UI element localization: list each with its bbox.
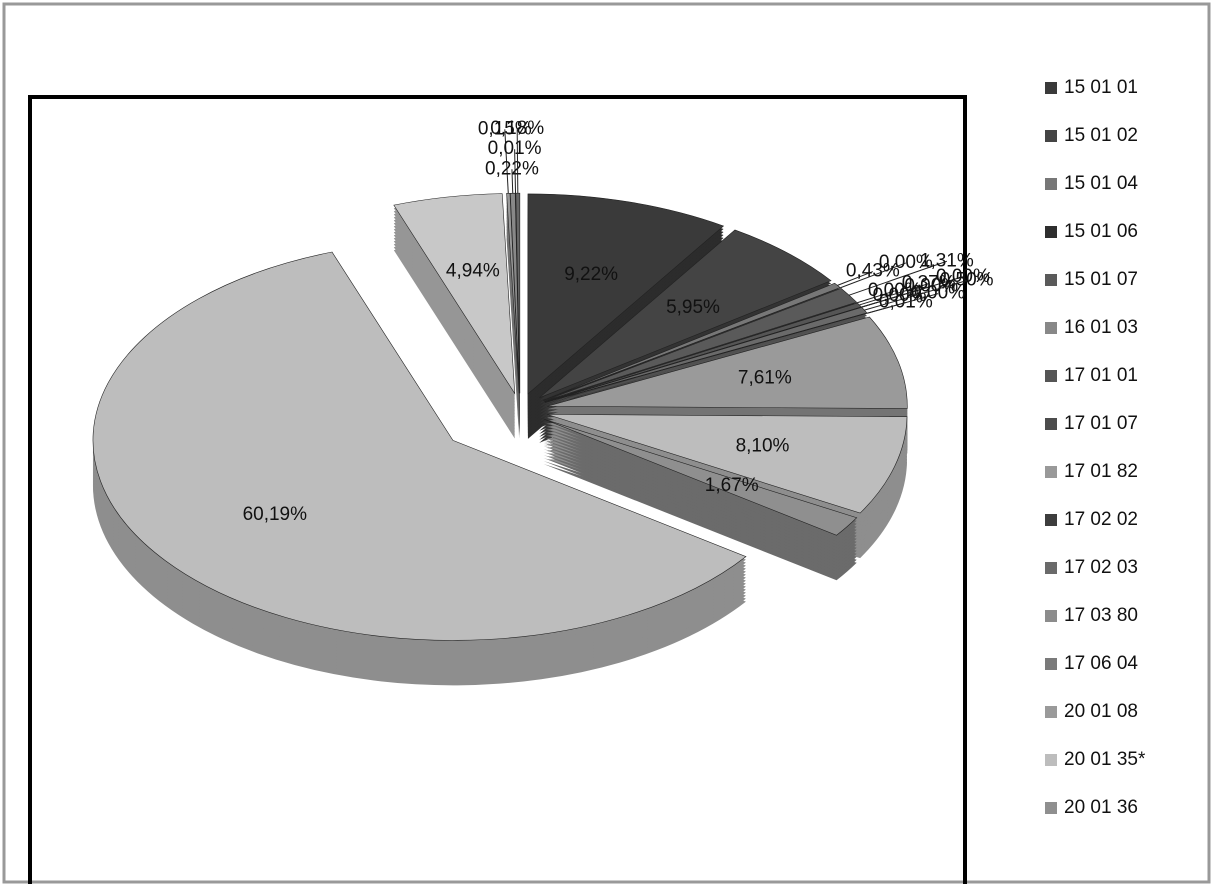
slice [92, 251, 747, 641]
data-label: 0,00% [879, 252, 933, 273]
legend-label: 20 01 35* [1064, 749, 1146, 770]
legend-label: 17 03 80 [1064, 605, 1138, 626]
slice-side [506, 229, 520, 430]
slice [539, 229, 832, 399]
legend-label: 15 01 01 [1064, 77, 1138, 98]
data-label: 60,19% [243, 504, 308, 525]
leader-line [848, 260, 947, 296]
slice-side [506, 232, 520, 433]
legend-label: 16 01 03 [1064, 317, 1138, 338]
pie: 9,22%5,95%0,43%0,00%1,31%0,00%0,37%0,00%… [92, 118, 994, 686]
data-label: 0,43% [846, 261, 900, 282]
plot-frame [28, 95, 967, 889]
legend-label: 15 01 04 [1064, 173, 1138, 194]
slice [393, 193, 516, 395]
legend-swatch [1045, 130, 1057, 142]
slice-side [545, 316, 868, 406]
data-label: 0,00% [936, 266, 990, 287]
legend-swatch [1045, 466, 1057, 478]
data-label: 5,95% [666, 297, 720, 318]
leader-line [837, 271, 874, 286]
slice [546, 414, 908, 514]
data-label: 7,61% [738, 368, 792, 389]
slice [543, 418, 858, 536]
data-label: 1,31% [920, 250, 974, 271]
data-label: 1,67% [705, 475, 759, 496]
leader-line [861, 285, 932, 308]
leader-line [864, 280, 967, 311]
leader-line [867, 293, 939, 314]
legend-label: 17 01 07 [1064, 413, 1138, 434]
legend-swatch [1045, 82, 1057, 94]
legend-swatch [1045, 658, 1057, 670]
data-label: 0,22% [485, 158, 539, 179]
legend-swatch [1045, 562, 1057, 574]
legend-swatch [1045, 178, 1057, 190]
data-label: 0,15% [478, 118, 532, 139]
data-label: 0,18% [490, 118, 544, 139]
leader-line [511, 169, 514, 194]
slice-side [506, 223, 520, 424]
slice-side [506, 220, 520, 421]
legend-swatch [1045, 370, 1057, 382]
data-label: 9,22% [564, 264, 618, 285]
slice-side [506, 235, 520, 436]
data-label: 0,01% [488, 138, 542, 159]
data-label: 0,00% [904, 275, 958, 296]
data-label: 8,10% [736, 436, 790, 457]
leader-line [514, 149, 517, 194]
legend-swatch [1045, 514, 1057, 526]
slice-side [506, 226, 520, 427]
legend-swatch [1045, 226, 1057, 238]
legend-swatch [1045, 610, 1057, 622]
legend: 15 01 01 15 01 02 15 01 04 15 01 06 15 01 07… [1045, 77, 1146, 818]
data-label: 0,00% [868, 280, 922, 301]
legend-label: 17 06 04 [1064, 653, 1138, 674]
data-label: 4,94% [446, 261, 500, 282]
legend-label: 15 01 07 [1064, 269, 1138, 290]
slice-side [506, 238, 520, 439]
slice-side [506, 217, 520, 418]
leader-line [504, 129, 509, 194]
leader-line [857, 290, 895, 304]
slice-side [545, 316, 868, 406]
legend-swatch [1045, 706, 1057, 718]
legend-swatch [1045, 418, 1057, 430]
slice [527, 193, 725, 395]
leader-line [840, 262, 907, 289]
leader-line [859, 283, 929, 306]
legend-label: 17 02 02 [1064, 509, 1138, 530]
legend-label: 17 01 01 [1064, 365, 1138, 386]
legend-label: 20 01 36 [1064, 797, 1138, 818]
legend-label: 15 01 06 [1064, 221, 1138, 242]
data-label: 0,01% [879, 291, 933, 312]
data-label: 0,37% [902, 273, 956, 294]
legend-label: 20 01 08 [1064, 701, 1138, 722]
legend-swatch [1045, 274, 1057, 286]
legend-label: 15 01 02 [1064, 125, 1138, 146]
data-label: 0,50% [940, 270, 994, 291]
slice [547, 316, 908, 409]
legend-swatch [1045, 322, 1057, 334]
legend-label: 17 01 82 [1064, 461, 1138, 482]
slice-side [506, 214, 520, 415]
leader-line [516, 129, 519, 194]
legend-swatch [1045, 802, 1057, 814]
legend-swatch [1045, 754, 1057, 766]
slice [543, 287, 841, 401]
legend-label: 17 02 03 [1064, 557, 1138, 578]
data-label: 0,00% [911, 283, 965, 304]
